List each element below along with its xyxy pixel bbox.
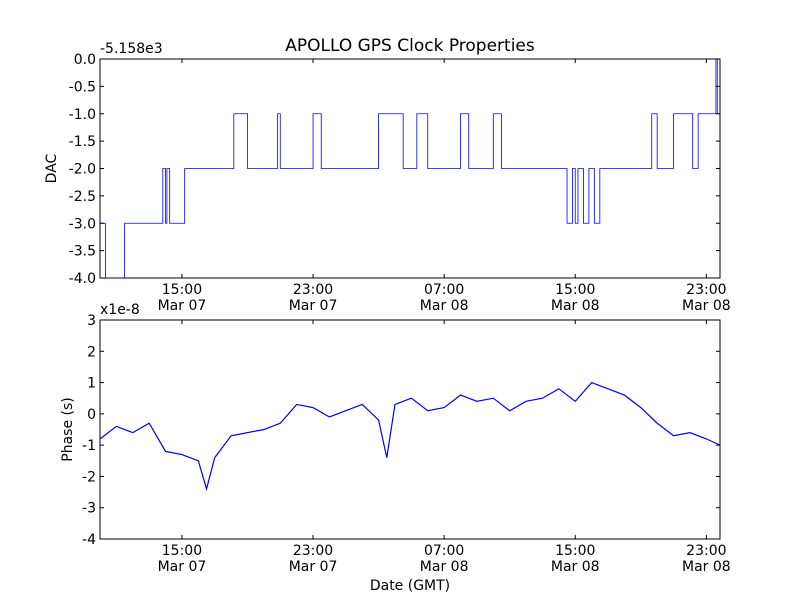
phase-x-tick-date: Mar 07 — [289, 559, 338, 575]
dac-panel: 0.0 -0.5 -1.0 -1.5 -2.0 -2.5 -3.0 -3.5 -4.0 15:00… — [44, 41, 731, 314]
dac-y-tick-label: -3.5 — [69, 244, 96, 260]
phase-x-tick-time: 15:00 — [555, 543, 595, 559]
dac-x-tick-time: 23:00 — [686, 282, 726, 298]
phase-y-tick-label: 3 — [87, 313, 96, 329]
phase-offset-text: x1e-8 — [100, 302, 140, 318]
phase-x-tick-date: Mar 08 — [551, 559, 600, 575]
phase-y-tick-label: 1 — [87, 376, 96, 392]
dac-offset-text: -5.158e3 — [100, 41, 163, 57]
dac-x-tick-date: Mar 08 — [420, 298, 469, 314]
phase-x-tick-date: Mar 07 — [158, 559, 207, 575]
phase-x-tick-time: 23:00 — [686, 543, 726, 559]
phase-y-tick-label: 0 — [87, 407, 96, 423]
dac-y-axis-label: DAC — [44, 153, 60, 183]
dac-x-tick-time: 07:00 — [424, 282, 464, 298]
phase-y-tick-label: -4 — [82, 532, 96, 548]
dac-series-line — [100, 59, 720, 278]
phase-x-tick-time: 15:00 — [162, 543, 202, 559]
phase-y-tick-label: -2 — [82, 469, 96, 485]
dac-y-tick-label: -1.5 — [69, 134, 96, 150]
dac-x-tick-date: Mar 08 — [682, 298, 731, 314]
phase-x-tick-time: 23:00 — [293, 543, 333, 559]
dac-x-tick-time: 15:00 — [555, 282, 595, 298]
phase-axes-frame — [99, 319, 721, 540]
dac-x-tick-date: Mar 08 — [551, 298, 600, 314]
phase-y-axis-label: Phase (s) — [60, 397, 76, 461]
phase-x-tick-date: Mar 08 — [420, 559, 469, 575]
dac-y-tick-label: -2.5 — [69, 189, 96, 205]
phase-y-tick-label: 2 — [87, 344, 96, 360]
x-axis-label: Date (GMT) — [370, 578, 450, 594]
phase-series-line — [100, 381, 720, 492]
phase-y-tick-label: -1 — [82, 438, 96, 454]
phase-y-tick-label: -3 — [82, 501, 96, 517]
dac-y-tick-label: -0.5 — [69, 79, 96, 95]
dac-y-tick-label: -4.0 — [69, 271, 96, 287]
dac-x-tick-date: Mar 07 — [158, 298, 207, 314]
dac-y-tick-label: -2.0 — [69, 162, 96, 178]
dac-x-tick-date: Mar 07 — [289, 298, 338, 314]
dac-y-tick-label: -3.0 — [69, 216, 96, 232]
phase-x-tick-date: Mar 08 — [682, 559, 731, 575]
phase-x-tick-time: 07:00 — [424, 543, 464, 559]
dac-x-tick-time: 15:00 — [162, 282, 202, 298]
dac-y-tick-label: -1.0 — [69, 107, 96, 123]
dac-y-tick-label: 0.0 — [74, 52, 96, 68]
chart-title: APOLLO GPS Clock Properties — [285, 36, 535, 56]
dac-x-tick-time: 23:00 — [293, 282, 333, 298]
